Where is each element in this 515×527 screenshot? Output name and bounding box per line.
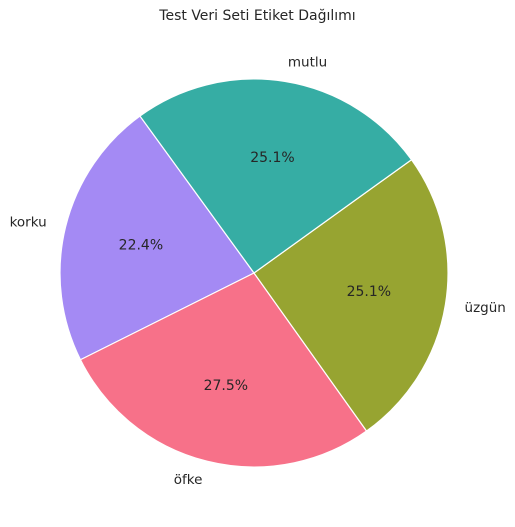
chart-title: Test Veri Seti Etiket Dağılımı <box>159 8 356 24</box>
slices-layer <box>59 78 449 468</box>
pct-label-3: 25.1% <box>250 150 294 166</box>
slice-label-3: mutlu <box>288 54 327 70</box>
pie-slice-2 <box>253 158 449 432</box>
slice-label-2: üzgün <box>465 300 506 316</box>
pie-slice-0 <box>59 115 255 361</box>
labels-layer: 22.4% korku 27.5% öfke 25.1% üzgün 25.1% mutlu <box>10 54 506 488</box>
slice-label-0: korku <box>10 214 47 230</box>
pie-slice-1 <box>79 272 368 468</box>
pct-label-2: 25.1% <box>347 284 391 300</box>
pct-label-0: 22.4% <box>119 237 163 253</box>
pct-label-1: 27.5% <box>204 378 248 394</box>
pie-slice-3 <box>139 78 413 274</box>
slice-label-1: öfke <box>174 472 203 488</box>
